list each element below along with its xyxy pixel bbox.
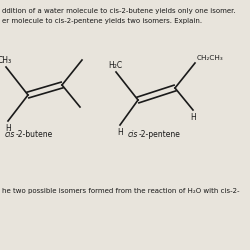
- Text: H: H: [5, 124, 11, 133]
- Text: he two possible isomers formed from the reaction of H₂O with cis-2-: he two possible isomers formed from the …: [2, 188, 240, 194]
- Text: er molecule to cis-2-pentene yields two isomers. Explain.: er molecule to cis-2-pentene yields two …: [2, 18, 202, 24]
- Text: H: H: [117, 128, 123, 137]
- Text: H: H: [190, 113, 196, 122]
- Text: CH₃: CH₃: [0, 56, 12, 65]
- Text: -2-butene: -2-butene: [16, 130, 53, 139]
- Text: CH₂CH₃: CH₂CH₃: [197, 55, 224, 61]
- Text: ddition of a water molecule to cis-2-butene yields only one isomer.: ddition of a water molecule to cis-2-but…: [2, 8, 235, 14]
- Text: cis: cis: [128, 130, 138, 139]
- Text: H₂C: H₂C: [108, 61, 122, 70]
- Text: -2-pentene: -2-pentene: [139, 130, 181, 139]
- Text: cis: cis: [5, 130, 15, 139]
